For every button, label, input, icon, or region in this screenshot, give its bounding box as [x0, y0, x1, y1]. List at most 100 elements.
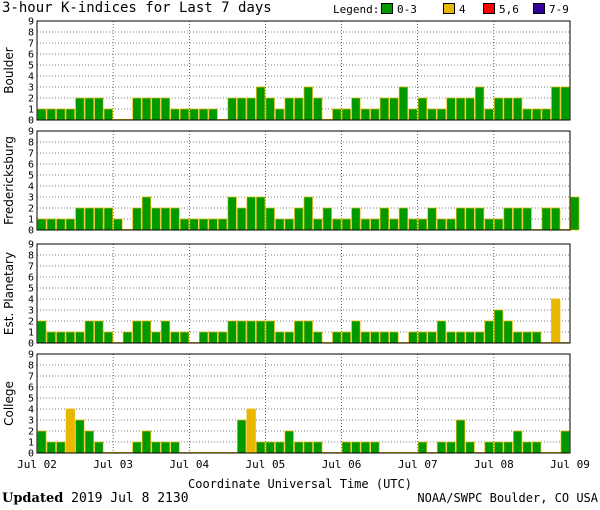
k-index-bar: [46, 218, 56, 231]
k-index-bar: [360, 441, 370, 454]
k-index-bar: [379, 331, 390, 344]
x-tick-label: Jul 02: [17, 458, 57, 471]
x-tick-label: Jul 06: [322, 458, 362, 471]
k-index-bar: [436, 320, 447, 344]
k-index-bar: [455, 97, 466, 121]
y-tick-label: 9: [28, 127, 34, 138]
k-index-bar: [408, 331, 418, 344]
k-index-bar: [436, 108, 447, 121]
k-index-bar: [84, 97, 94, 121]
panel-frame: [36, 353, 571, 454]
k-index-bar: [427, 207, 437, 231]
k-index-bar: [84, 430, 94, 454]
y-tick-label: 9: [28, 350, 34, 361]
k-index-bar: [313, 441, 323, 454]
panel-frame: [36, 130, 571, 231]
legend-item-5-6: 5,6: [483, 3, 519, 16]
k-index-bar: [446, 441, 456, 454]
k-index-bar: [313, 331, 323, 344]
k-index-bar: [294, 207, 304, 231]
k-index-bar: [379, 207, 390, 231]
k-index-bar: [398, 86, 409, 121]
k-index-bar: [503, 320, 513, 344]
k-index-bar: [103, 207, 113, 231]
y-tick-label: 4: [28, 182, 34, 193]
k-index-bar: [436, 218, 447, 231]
k-index-bar: [332, 108, 342, 121]
k-index-bar: [237, 207, 247, 231]
k-index-bar: [141, 430, 152, 454]
k-index-bar: [417, 331, 428, 344]
x-axis-label: Coordinate Universal Time (UTC): [188, 477, 412, 491]
k-index-bar: [56, 441, 66, 454]
legend-swatch-yellow: [443, 3, 455, 14]
y-tick-label: 6: [28, 273, 34, 284]
k-index-bar: [351, 207, 361, 231]
k-index-bar: [189, 218, 199, 231]
y-tick-label: 9: [28, 17, 34, 28]
k-index-bar: [465, 207, 475, 231]
y-tick-label: 6: [28, 160, 34, 171]
k-index-bar: [170, 331, 180, 344]
k-index-bar: [246, 320, 256, 344]
y-tick-label: 6: [28, 383, 34, 394]
k-index-bar: [474, 207, 485, 231]
k-index-bar: [37, 430, 47, 454]
panel-label: Boulder: [2, 47, 16, 94]
k-index-bar: [408, 108, 418, 121]
k-index-bar: [465, 331, 475, 344]
k-index-bar: [46, 108, 56, 121]
k-index-bar: [275, 331, 285, 344]
k-index-bar: [141, 196, 152, 231]
k-index-bar: [37, 108, 47, 121]
k-index-bar: [237, 320, 247, 344]
k-index-bar: [522, 207, 532, 231]
legend-swatch-red: [483, 3, 495, 14]
k-index-bar: [351, 320, 361, 344]
k-index-bar: [151, 207, 161, 231]
y-tick-label: 5: [28, 61, 34, 72]
k-index-bar: [94, 97, 104, 121]
k-index-bar: [522, 108, 532, 121]
k-index-bar: [256, 441, 266, 454]
k-index-bar: [284, 430, 294, 454]
k-index-bar: [522, 441, 532, 454]
k-index-bar: [75, 331, 85, 344]
k-index-bar: [132, 207, 142, 231]
k-index-bar: [332, 331, 342, 344]
legend-item-4: 4: [443, 3, 466, 16]
k-index-bar: [160, 207, 171, 231]
k-index-bar: [503, 97, 513, 121]
page-title: 3-hour K-indices for Last 7 days: [2, 0, 272, 16]
k-index-bar: [465, 97, 475, 121]
k-index-bar: [484, 441, 494, 454]
k-index-bar: [503, 441, 513, 454]
k-index-bar: [494, 309, 504, 344]
k-index-bar: [541, 108, 551, 121]
k-index-bar: [56, 108, 66, 121]
updated-value: 2019 Jul 8 2130: [71, 491, 189, 506]
k-index-bar: [237, 419, 247, 454]
k-index-bar: [294, 441, 304, 454]
k-index-bar: [75, 207, 85, 231]
k-index-bar: [379, 97, 390, 121]
y-tick-label: 1: [28, 215, 34, 226]
k-index-bar: [160, 97, 171, 121]
k-index-bar: [541, 207, 551, 231]
k-index-bar: [313, 97, 323, 121]
k-index-bar: [227, 196, 237, 231]
k-index-bar: [532, 441, 542, 454]
y-tick-label: 4: [28, 295, 34, 306]
x-tick-label: Jul 09: [550, 458, 590, 471]
k-index-bar: [332, 218, 342, 231]
k-index-bar: [351, 97, 361, 121]
k-index-bar: [474, 331, 485, 344]
x-tick-label: Jul 08: [474, 458, 514, 471]
k-index-bar: [275, 441, 285, 454]
y-tick-label: 8: [28, 28, 34, 39]
k-index-bar: [217, 331, 228, 344]
k-index-bar: [560, 430, 570, 454]
k-index-bar: [122, 331, 133, 344]
k-index-bar: [275, 108, 285, 121]
k-index-bar: [160, 320, 171, 344]
